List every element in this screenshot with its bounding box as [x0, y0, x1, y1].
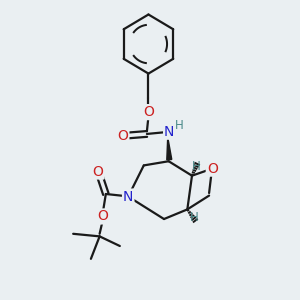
Text: O: O: [118, 129, 128, 142]
Text: O: O: [93, 164, 104, 178]
Text: H: H: [190, 211, 199, 224]
Text: H: H: [175, 119, 184, 132]
Text: O: O: [143, 105, 154, 119]
Polygon shape: [167, 137, 172, 160]
Text: N: N: [123, 190, 134, 204]
Text: H: H: [192, 160, 201, 173]
Text: N: N: [164, 125, 175, 139]
Text: O: O: [207, 162, 218, 176]
Text: O: O: [97, 209, 108, 224]
